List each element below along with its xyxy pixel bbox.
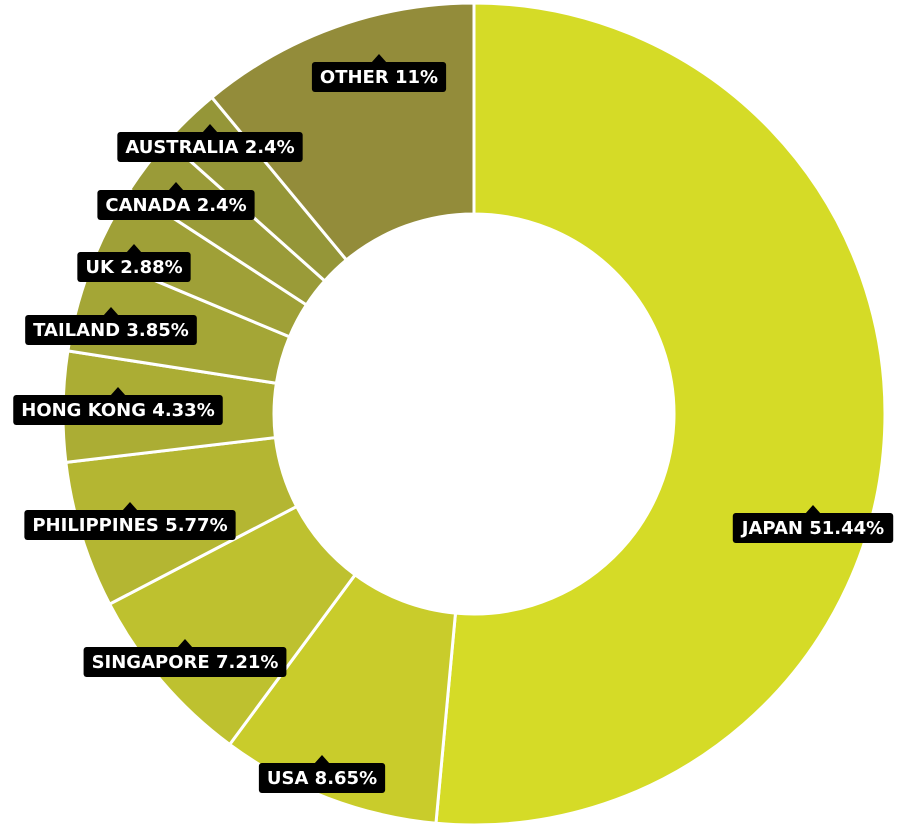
value-label: 2.4% [197, 195, 247, 216]
slice-label: TAILAND 3.85% [25, 307, 197, 345]
label-box [83, 647, 287, 677]
label-text: USA 8.65% [267, 768, 377, 789]
category-label: AUSTRALIA [125, 137, 238, 158]
category-label: HONG KONG [21, 400, 146, 421]
label-pointer [122, 502, 138, 511]
label-text: OTHER 11% [320, 67, 438, 88]
label-text: JAPAN 51.44% [740, 518, 884, 539]
label-box [117, 132, 303, 162]
label-text: SINGAPORE 7.21% [92, 652, 279, 673]
label-pointer [314, 755, 330, 764]
slice-label: USA 8.65% [258, 755, 386, 793]
value-label: 11% [395, 67, 438, 88]
label-pointer [371, 54, 387, 63]
category-label: SINGAPORE [92, 652, 210, 673]
label-box [24, 510, 236, 540]
label-text: AUSTRALIA 2.4% [125, 137, 294, 158]
label-box [732, 513, 894, 543]
label-pointer [103, 307, 119, 316]
label-box [77, 252, 191, 282]
label-pointer [177, 639, 193, 648]
value-label: 3.85% [126, 320, 188, 341]
slice-label: HONG KONG 4.33% [13, 387, 223, 425]
category-label: USA [267, 768, 309, 789]
slice-label: CANADA 2.4% [97, 182, 255, 220]
slice-label: PHILIPPINES 5.77% [24, 502, 236, 540]
value-label: 2.88% [120, 257, 182, 278]
label-pointer [805, 505, 821, 514]
label-box [97, 190, 255, 220]
label-box [311, 62, 447, 92]
category-label: TAILAND [33, 320, 120, 341]
label-pointer [110, 387, 126, 396]
category-label: CANADA [105, 195, 190, 216]
slice-label: OTHER 11% [311, 54, 447, 92]
label-text: UK 2.88% [85, 257, 182, 278]
label-pointer [202, 124, 218, 133]
slice-label: UK 2.88% [77, 244, 191, 282]
value-label: 5.77% [165, 515, 227, 536]
slice-label: JAPAN 51.44% [732, 505, 894, 543]
value-label: 2.4% [245, 137, 295, 158]
category-label: UK [85, 257, 115, 278]
label-text: PHILIPPINES 5.77% [32, 515, 227, 536]
label-pointer [126, 244, 142, 253]
value-label: 4.33% [152, 400, 214, 421]
value-label: 8.65% [315, 768, 377, 789]
label-pointer [168, 182, 184, 191]
label-text: HONG KONG 4.33% [21, 400, 215, 421]
label-box [13, 395, 223, 425]
label-box [25, 315, 197, 345]
category-label: OTHER [320, 67, 389, 88]
value-label: 7.21% [216, 652, 278, 673]
slice-label: SINGAPORE 7.21% [83, 639, 287, 677]
slice [434, 1, 887, 827]
label-text: CANADA 2.4% [105, 195, 246, 216]
category-label: PHILIPPINES [32, 515, 159, 536]
value-label: 51.44% [809, 518, 884, 539]
label-box [258, 763, 386, 793]
slice-label: AUSTRALIA 2.4% [117, 124, 303, 162]
label-text: TAILAND 3.85% [33, 320, 189, 341]
category-label: JAPAN [740, 518, 803, 539]
